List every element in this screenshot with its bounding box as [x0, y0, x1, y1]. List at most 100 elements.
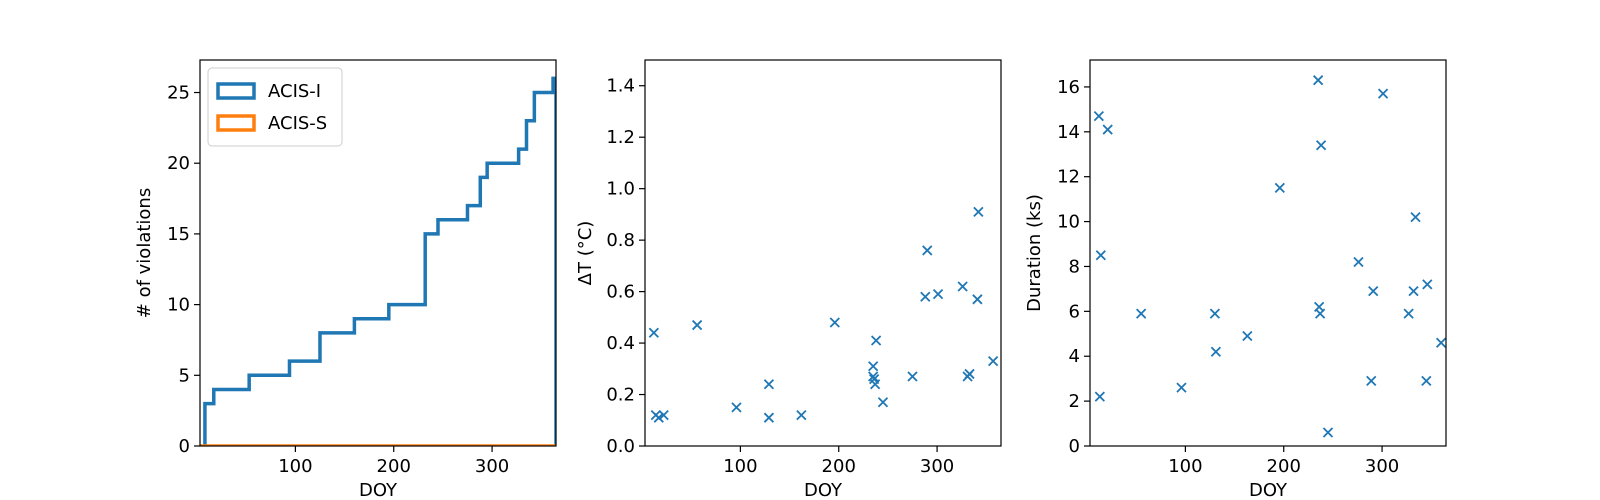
data-point: [1242, 330, 1253, 342]
legend: ACIS-I ACIS-S: [207, 67, 343, 147]
data-point: [731, 402, 742, 413]
x-axis-label: DOY: [359, 480, 398, 500]
data-point: [658, 409, 669, 421]
data-point: [1095, 250, 1106, 261]
x-tick-label: 300: [920, 456, 954, 477]
data-point: [868, 361, 879, 372]
data-point: [1313, 75, 1324, 86]
legend-swatch: [216, 82, 256, 100]
y-tick-label: 0.4: [606, 333, 635, 354]
y-axis-label: # of violations: [134, 188, 155, 318]
x-tick-label: 300: [475, 456, 509, 477]
data-point: [973, 206, 984, 217]
data-point: [869, 379, 881, 390]
y-tick-label: 6: [1069, 301, 1080, 322]
x-tick-label: 100: [723, 456, 757, 477]
data-point: [1410, 211, 1421, 223]
y-tick-label: 25: [167, 83, 190, 104]
data-point: [964, 368, 975, 380]
data-point: [1210, 346, 1222, 357]
data-point: [987, 355, 999, 367]
data-point: [1377, 88, 1389, 99]
series-line-1: [203, 76, 556, 446]
data-point: [1368, 286, 1379, 297]
data-point: [877, 397, 889, 408]
data-point: [829, 317, 840, 328]
y-tick-label: 14: [1057, 122, 1080, 143]
data-point: [1136, 308, 1147, 319]
data-point: [957, 281, 968, 292]
data-point: [907, 371, 918, 382]
legend-box: [207, 67, 343, 147]
data-point: [1403, 308, 1414, 319]
data-point: [870, 335, 882, 346]
legend-swatch: [216, 114, 256, 132]
subplot-3: 100 200 300 0 2 4 6 8 10 12 14 16 DOY Duration (ks): [1024, 59, 1447, 500]
data-point: [1366, 375, 1377, 387]
y-tick-label: 0.8: [606, 230, 635, 251]
y-tick-label: 0: [1069, 436, 1080, 457]
y-tick-label: 1.4: [606, 76, 635, 97]
data-point: [763, 379, 775, 390]
x-tick-label: 200: [1267, 456, 1301, 477]
y-tick-label: 5: [179, 365, 190, 386]
y-tick-label: 0.6: [606, 282, 635, 303]
axes-frame: [644, 59, 1002, 447]
data-point: [1102, 124, 1113, 135]
y-tick-label: 12: [1057, 167, 1080, 188]
y-tick-label: 10: [167, 295, 190, 316]
data-point: [1421, 375, 1432, 387]
legend-label: ACIS-S: [268, 113, 327, 134]
plot-area: [648, 206, 999, 423]
axes-frame: [199, 59, 557, 447]
legend-label: ACIS-I: [268, 81, 321, 102]
data-point: [1322, 427, 1334, 438]
subplot-1: 100 200 300 0 5 10 15 20 25 DOY # of violations ACI…: [134, 59, 557, 500]
x-tick-label: 100: [1168, 456, 1202, 477]
data-point: [932, 289, 944, 300]
subplot-2: 100 200 300 0.0 0.2 0.4 0.6 0.8 1.0 1.2 1.4 DOY ΔT (…: [575, 59, 1002, 500]
data-point: [1315, 140, 1327, 151]
y-tick-label: 20: [167, 153, 190, 174]
data-point: [1422, 279, 1433, 290]
x-tick-label: 300: [1365, 456, 1399, 477]
data-point: [1176, 382, 1187, 393]
y-tick-label: 8: [1069, 256, 1080, 277]
x-tick-label: 200: [377, 456, 411, 477]
y-tick-label: 1.2: [606, 127, 635, 148]
data-point: [1435, 337, 1446, 348]
x-axis-label: DOY: [804, 480, 843, 500]
data-point: [691, 319, 703, 331]
y-tick-label: 16: [1057, 77, 1080, 98]
data-point: [1353, 256, 1364, 268]
y-tick-label: 0.0: [606, 436, 635, 457]
y-tick-label: 0.2: [606, 385, 635, 406]
x-tick-label: 100: [278, 456, 312, 477]
y-tick-label: 10: [1057, 212, 1080, 233]
data-point: [1408, 286, 1419, 297]
data-point: [796, 409, 807, 421]
data-point: [868, 371, 879, 382]
data-point: [1274, 182, 1285, 194]
data-point: [1093, 110, 1104, 122]
axes-frame: [1089, 59, 1447, 447]
data-point: [653, 412, 664, 423]
data-point: [972, 294, 983, 305]
plot-area: [1093, 75, 1446, 438]
y-axis-label: Duration (ks): [1024, 194, 1045, 312]
data-point: [920, 291, 931, 302]
data-point: [922, 245, 933, 256]
plot-area: [200, 76, 556, 446]
y-tick-label: 15: [167, 224, 190, 245]
y-axis-label: ΔT (°C): [575, 221, 596, 286]
y-tick-label: 0: [179, 436, 190, 457]
y-tick-label: 4: [1069, 346, 1080, 367]
data-point: [1314, 308, 1326, 319]
data-point: [1209, 308, 1221, 319]
data-point: [763, 412, 775, 423]
data-point: [648, 327, 659, 338]
x-tick-label: 200: [822, 456, 856, 477]
x-axis-label: DOY: [1249, 480, 1288, 500]
data-point: [1094, 391, 1105, 402]
